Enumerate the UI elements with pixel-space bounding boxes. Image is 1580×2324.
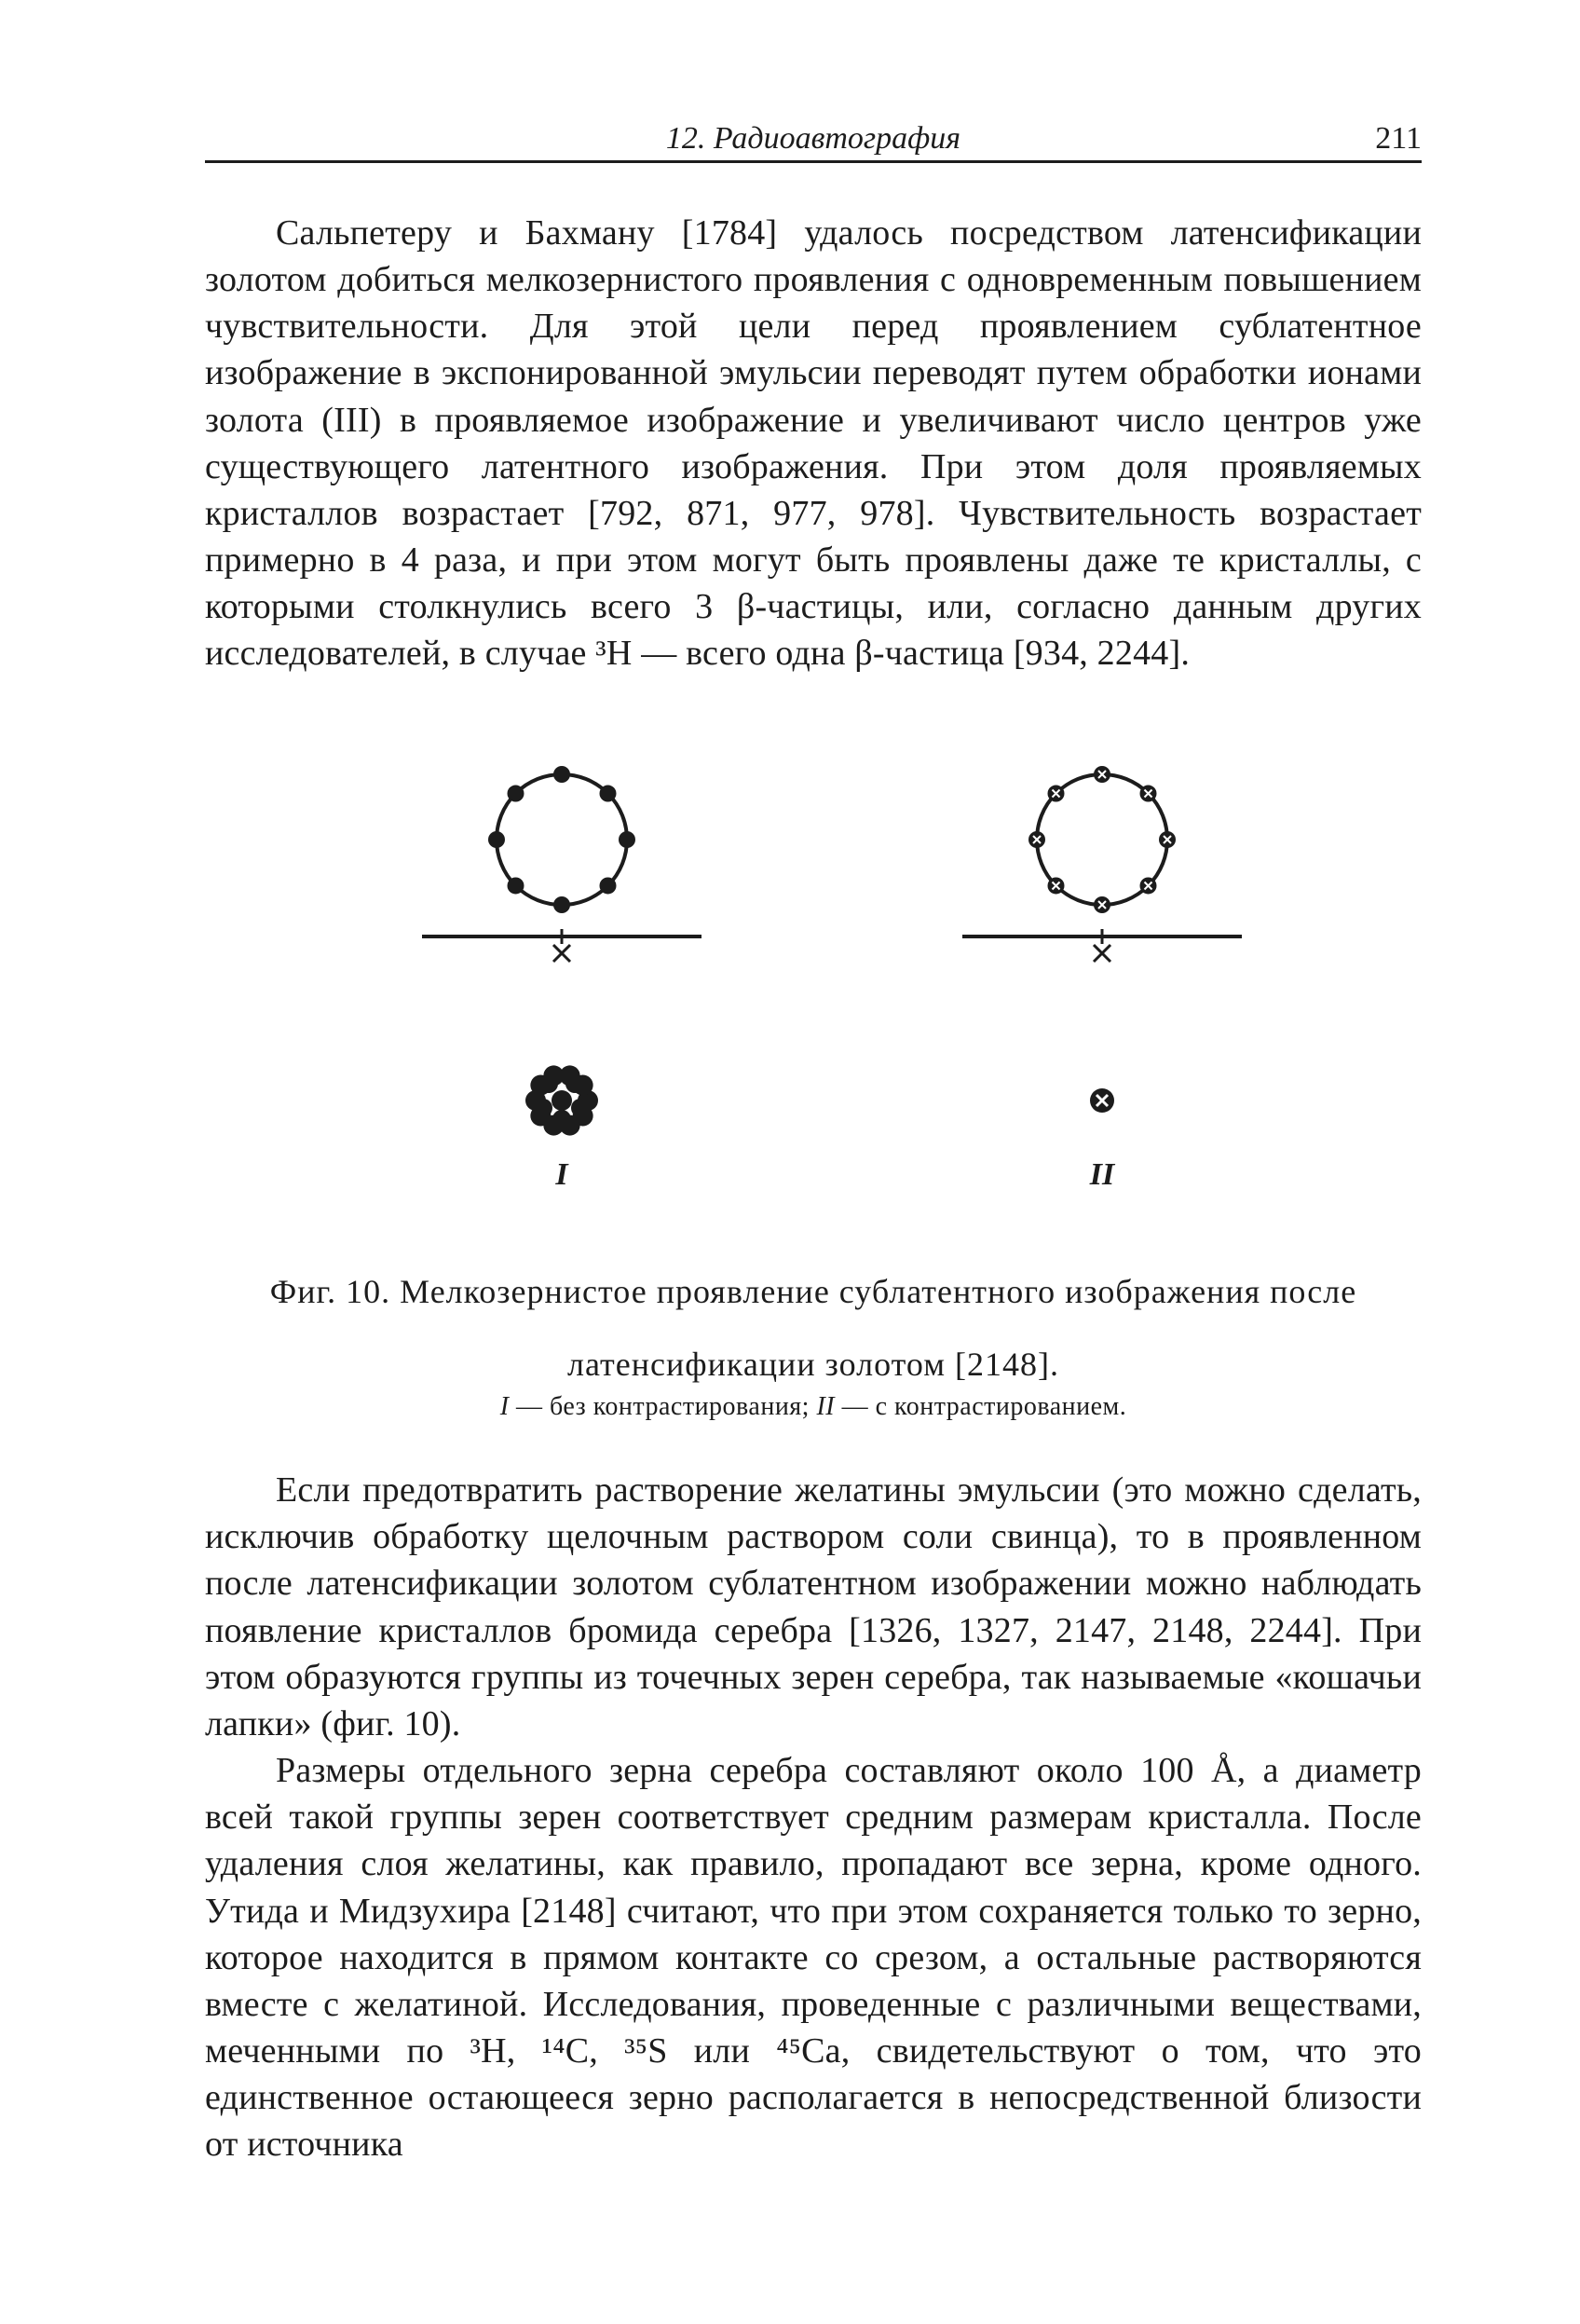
figure-10: III Фиг. 10. Мелкозернистое проявление с… — [205, 718, 1422, 1423]
paragraph-3: Размеры отдельного зерна серебра составл… — [205, 1747, 1422, 2167]
figure-caption-sub: I — без контрастирования; II — с контрас… — [205, 1392, 1422, 1422]
figure-sub-text-1: — без контрастирования; — [510, 1392, 817, 1421]
book-page: 12. Радиоавтография 211 Сальпетеру и Бах… — [0, 0, 1580, 2324]
figure-sub-label-1: I — [500, 1392, 510, 1421]
figure-10-svg: III — [301, 718, 1326, 1240]
figure-caption-line1: Фиг. 10. Мелкозернистое проявление субла… — [205, 1270, 1422, 1314]
figure-sub-text-2: — с контрастированием. — [835, 1392, 1126, 1421]
figure-caption-line2: латенсификации золотом [2148]. — [205, 1343, 1422, 1387]
header-rule — [205, 160, 1422, 163]
running-header: 12. Радиоавтография 211 — [205, 121, 1422, 157]
page-number: 211 — [1310, 121, 1422, 157]
figure-sub-label-2: II — [816, 1392, 835, 1421]
paragraph-1: Сальпетеру и Бахману [1784] удалось поср… — [205, 210, 1422, 677]
chapter-title: 12. Радиоавтография — [317, 121, 1310, 157]
paragraph-2: Если предотвратить растворение желатины … — [205, 1467, 1422, 1747]
svg-text:II: II — [1089, 1157, 1116, 1192]
svg-text:I: I — [554, 1157, 569, 1192]
